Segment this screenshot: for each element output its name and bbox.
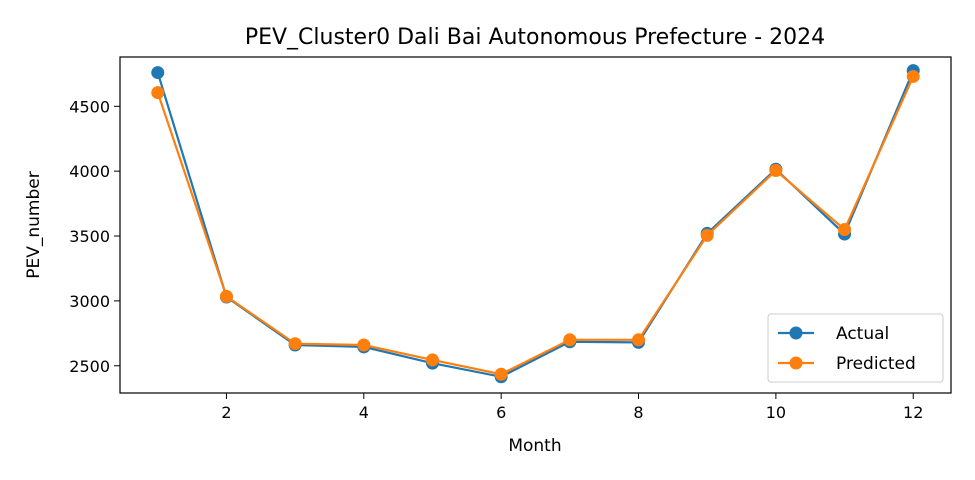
x-tick-label: 10 (766, 403, 786, 422)
legend-marker-predicted (789, 356, 803, 370)
plot-area (151, 64, 920, 384)
plot-frame (119, 56, 952, 394)
data-point-predicted (838, 223, 852, 237)
y-tick-label: 4000 (69, 162, 110, 181)
chart-title: PEV_Cluster0 Dali Bai Autonomous Prefect… (245, 25, 825, 50)
y-tick-label: 2500 (69, 357, 110, 376)
x-tick-label: 2 (221, 403, 231, 422)
y-tick-label: 3000 (69, 292, 110, 311)
legend: Actual Predicted (767, 313, 944, 383)
data-point-actual (151, 66, 165, 80)
series-line-predicted (156, 76, 915, 376)
data-point-predicted (494, 367, 508, 381)
x-tick-label: 12 (903, 403, 923, 422)
legend-box (767, 313, 944, 383)
x-tick-label: 8 (633, 403, 643, 422)
y-tick-label: 3500 (69, 227, 110, 246)
x-tick-label: 6 (496, 403, 506, 422)
x-axis: 2 4 6 8 10 12 (221, 393, 923, 422)
x-tick-label: 4 (359, 403, 369, 422)
data-point-predicted (151, 86, 165, 100)
y-axis-label: PEV_number (24, 171, 44, 278)
x-axis-label: Month (508, 436, 561, 456)
legend-label-predicted: Predicted (836, 354, 916, 374)
data-point-predicted (288, 337, 302, 351)
data-point-predicted (219, 289, 233, 303)
legend-label-actual: Actual (836, 324, 889, 344)
data-point-predicted (906, 69, 920, 83)
y-tick-label: 4500 (69, 97, 110, 116)
y-axis: 2500 3000 3500 4000 4500 (69, 97, 120, 376)
data-point-predicted (425, 353, 439, 367)
data-point-predicted (563, 333, 577, 347)
legend-marker-actual (789, 326, 803, 340)
data-point-predicted (632, 333, 646, 347)
data-point-predicted (769, 164, 783, 178)
data-point-predicted (700, 228, 714, 242)
data-point-predicted (357, 338, 371, 352)
